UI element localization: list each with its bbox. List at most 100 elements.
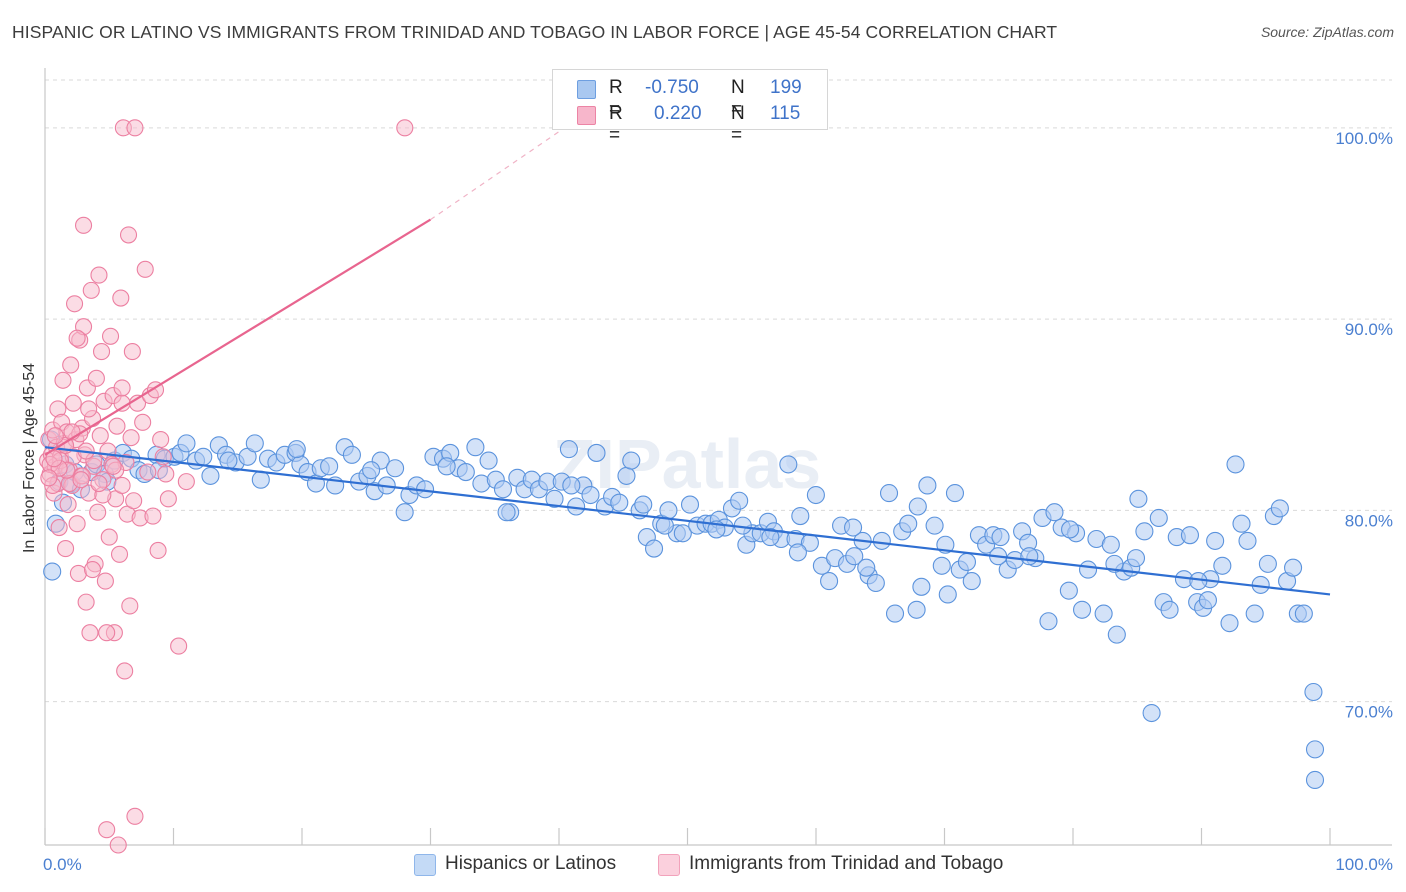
legend-r-value: 0.220 xyxy=(654,103,702,124)
data-point-hispanics xyxy=(1126,549,1146,568)
data-point-trinidad xyxy=(90,474,108,493)
data-point-trinidad xyxy=(100,528,118,546)
trend-line-hispanics xyxy=(44,446,1331,596)
data-point-hispanics xyxy=(644,539,664,558)
data-point-hispanics xyxy=(1107,625,1126,644)
data-point-trinidad xyxy=(159,490,177,508)
data-point-hispanics xyxy=(617,466,636,485)
data-point-hispanics xyxy=(497,503,516,522)
legend-r-value: -0.750 xyxy=(645,77,699,98)
data-point-trinidad xyxy=(83,561,102,579)
data-point-hispanics xyxy=(1039,612,1058,631)
data-point-trinidad xyxy=(89,503,107,521)
data-point-hispanics xyxy=(938,585,957,604)
data-point-hispanics xyxy=(1213,556,1232,575)
data-point-hispanics xyxy=(907,600,926,619)
legend-swatch-blue xyxy=(577,80,596,99)
data-point-trinidad xyxy=(109,836,127,854)
data-point-trinidad xyxy=(177,473,195,491)
data-point-trinidad xyxy=(98,821,116,839)
y-tick-label: 70.0% xyxy=(1345,703,1393,722)
data-point-trinidad xyxy=(45,450,63,468)
data-point-hispanics xyxy=(779,455,798,474)
data-point-hispanics xyxy=(899,514,918,533)
data-point-hispanics xyxy=(1258,554,1277,573)
data-point-trinidad xyxy=(396,119,414,137)
grid-lines xyxy=(45,79,1392,703)
data-point-hispanics xyxy=(320,457,339,476)
data-point-trinidad xyxy=(87,369,105,387)
data-point-hispanics xyxy=(479,451,498,470)
legend-label-trinidad: Immigrants from Trinidad and Tobago xyxy=(689,853,1004,874)
data-point-trinidad xyxy=(112,289,130,307)
data-point-hispanics xyxy=(845,547,864,566)
data-point-trinidad xyxy=(59,496,77,514)
data-point-hispanics xyxy=(559,440,578,459)
trend-lines xyxy=(44,131,1331,596)
y-tick-label: 80.0% xyxy=(1345,511,1393,530)
data-point-hispanics xyxy=(1284,558,1303,577)
data-point-hispanics xyxy=(761,528,780,547)
legend-swatch-hispanics xyxy=(414,854,436,876)
data-point-hispanics xyxy=(1270,499,1289,518)
data-point-hispanics xyxy=(1245,604,1264,623)
y-tick-label: 90.0% xyxy=(1345,320,1393,339)
data-point-hispanics xyxy=(791,506,810,526)
data-point-hispanics xyxy=(1305,740,1325,759)
data-point-hispanics xyxy=(1220,614,1239,633)
data-point-hispanics xyxy=(659,501,678,520)
data-point-hispanics xyxy=(177,434,196,453)
data-point-trinidad xyxy=(54,371,72,389)
data-point-hispanics xyxy=(945,484,965,503)
data-point-hispanics xyxy=(610,493,629,512)
trend-line-trinidad xyxy=(44,218,432,456)
data-point-hispanics xyxy=(962,572,981,591)
legend-label-hispanics: Hispanics or Latinos xyxy=(445,853,617,874)
data-point-hispanics xyxy=(857,558,876,577)
data-point-hispanics xyxy=(562,476,581,495)
data-point-hispanics xyxy=(1180,526,1200,545)
data-point-hispanics xyxy=(386,459,405,478)
data-point-hispanics xyxy=(1135,522,1154,541)
data-point-trinidad xyxy=(62,356,80,374)
data-point-trinidad xyxy=(149,541,167,560)
data-point-hispanics xyxy=(1129,489,1148,508)
trend-line-trinidad-extension xyxy=(430,131,560,221)
y-axis-label: In Labor Force | Age 45-54 xyxy=(21,363,38,553)
data-point-hispanics xyxy=(820,572,839,591)
legend-r-label: R = xyxy=(609,103,623,146)
data-point-trinidad xyxy=(90,266,108,284)
data-point-hispanics xyxy=(1305,770,1325,790)
data-point-trinidad xyxy=(113,476,131,495)
data-point-trinidad xyxy=(126,119,144,137)
data-point-trinidad xyxy=(157,465,175,483)
data-point-hispanics xyxy=(885,604,905,623)
data-point-trinidad xyxy=(119,226,138,244)
data-point-hispanics xyxy=(245,434,264,453)
data-point-hispanics xyxy=(655,516,674,535)
data-point-hispanics xyxy=(1061,520,1080,539)
data-point-trinidad xyxy=(110,545,129,563)
legend-r-label: R = xyxy=(609,77,623,120)
data-point-trinidad xyxy=(72,471,90,489)
data-point-hispanics xyxy=(957,552,977,572)
data-point-hispanics xyxy=(1101,535,1120,554)
data-point-trinidad xyxy=(91,427,109,445)
data-point-hispanics xyxy=(1142,703,1161,723)
data-point-hispanics xyxy=(1045,503,1064,522)
data-point-hispanics xyxy=(456,463,475,482)
data-point-trinidad xyxy=(126,807,144,825)
y-tick-label: 100.0% xyxy=(1335,129,1393,148)
legend-n-value: 199 xyxy=(770,77,802,98)
data-point-trinidad xyxy=(57,540,75,558)
data-point-hispanics xyxy=(545,489,564,508)
data-point-trinidad xyxy=(75,216,93,234)
data-point-trinidad xyxy=(104,457,122,475)
x-tick-labels: 0.0% 100.0% xyxy=(43,855,1393,874)
data-point-trinidad xyxy=(77,593,95,611)
data-point-trinidad xyxy=(82,281,100,299)
data-point-trinidad xyxy=(170,637,188,655)
data-point-hispanics xyxy=(932,556,951,575)
data-point-hispanics xyxy=(1078,560,1098,579)
data-point-hispanics xyxy=(806,485,825,505)
